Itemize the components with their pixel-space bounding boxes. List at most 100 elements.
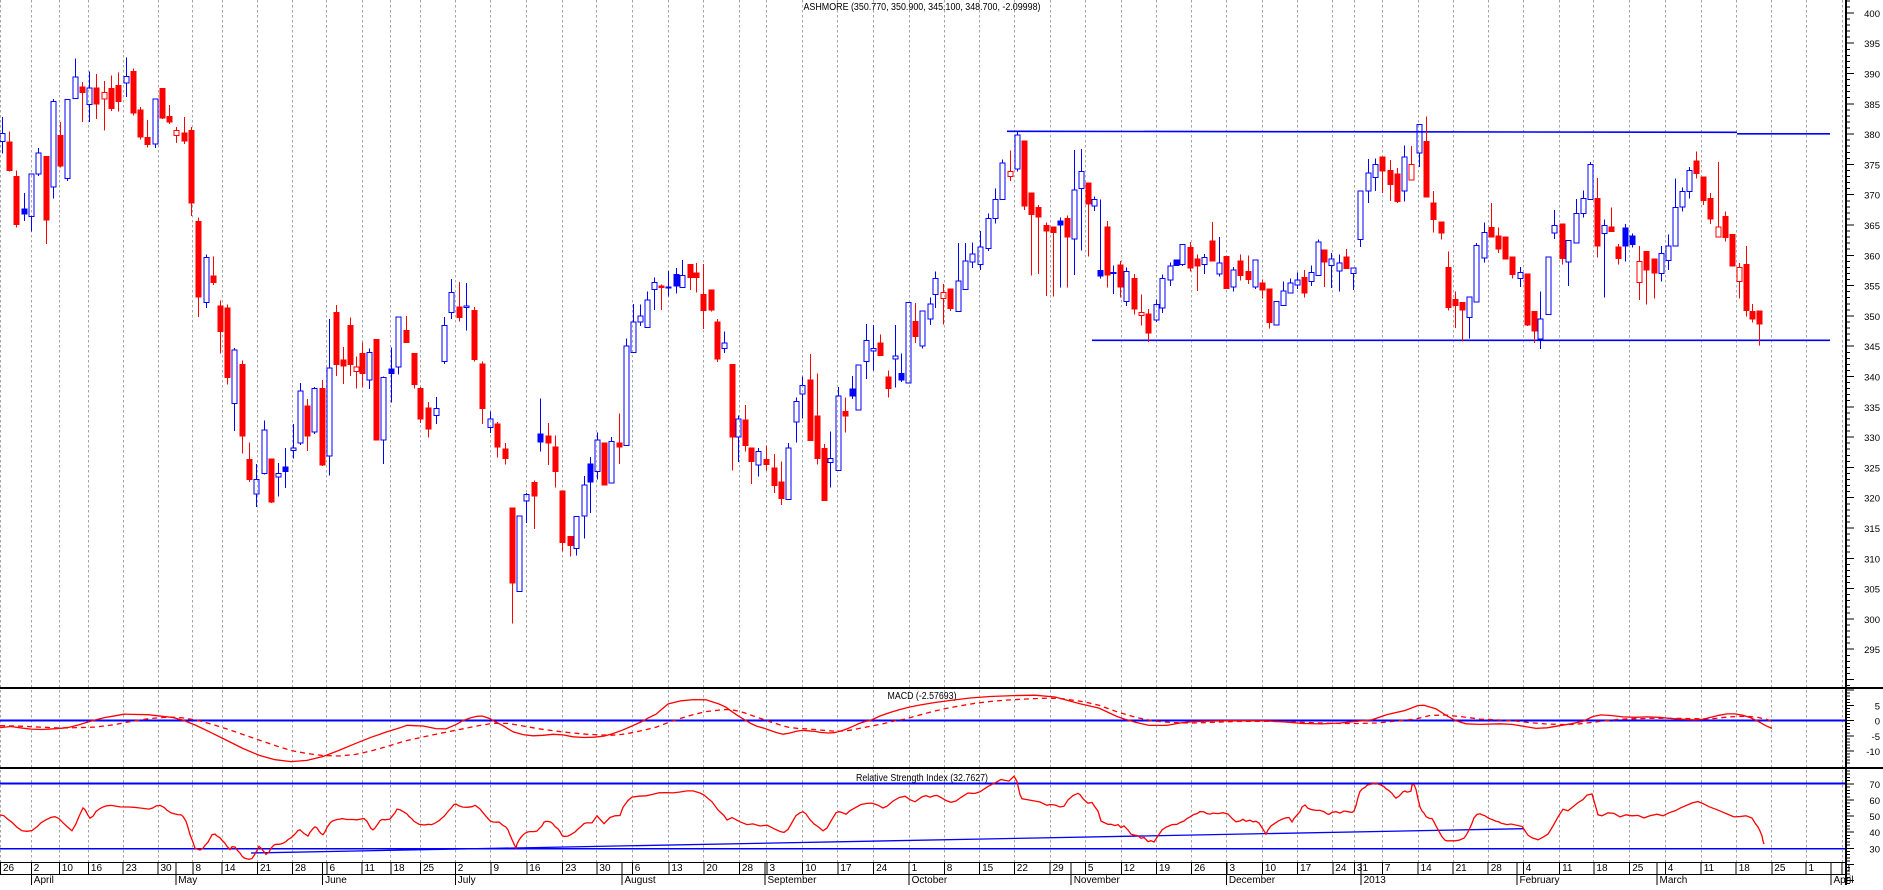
svg-text:30: 30: [599, 863, 611, 874]
svg-text:24: 24: [1335, 863, 1347, 874]
svg-text:345: 345: [1864, 342, 1880, 353]
svg-text:4: 4: [1526, 863, 1532, 874]
svg-text:10: 10: [1265, 863, 1277, 874]
svg-text:305: 305: [1864, 585, 1880, 596]
svg-text:320: 320: [1864, 494, 1880, 505]
svg-text:December: December: [1229, 875, 1276, 885]
svg-text:28: 28: [295, 863, 307, 874]
svg-text:390: 390: [1864, 70, 1880, 81]
svg-text:10: 10: [62, 863, 74, 874]
svg-text:April: April: [1834, 875, 1854, 885]
svg-text:20: 20: [706, 863, 718, 874]
svg-text:375: 375: [1864, 160, 1880, 171]
svg-text:March: March: [1660, 875, 1688, 885]
svg-text:21: 21: [1456, 863, 1468, 874]
svg-text:25: 25: [1632, 863, 1644, 874]
svg-text:February: February: [1520, 875, 1560, 885]
svg-text:25: 25: [423, 863, 435, 874]
svg-text:0: 0: [1875, 717, 1880, 728]
svg-text:ASHMORE (350.770, 350.900, 345: ASHMORE (350.770, 350.900, 345.100, 348.…: [804, 2, 1041, 13]
svg-text:August: August: [625, 875, 656, 885]
svg-text:355: 355: [1864, 282, 1880, 293]
svg-text:17: 17: [840, 863, 852, 874]
svg-text:13: 13: [671, 863, 683, 874]
svg-text:11: 11: [1562, 863, 1573, 874]
svg-text:14: 14: [225, 863, 237, 874]
svg-text:50: 50: [1869, 812, 1880, 823]
svg-text:3: 3: [1230, 863, 1236, 874]
svg-text:12: 12: [1124, 863, 1136, 874]
svg-text:14: 14: [1421, 863, 1433, 874]
svg-text:330: 330: [1864, 433, 1880, 444]
svg-text:365: 365: [1864, 221, 1880, 232]
svg-text:2: 2: [34, 863, 40, 874]
svg-text:July: July: [458, 875, 476, 885]
svg-text:16: 16: [529, 863, 541, 874]
svg-text:40: 40: [1869, 828, 1880, 839]
svg-text:400: 400: [1864, 9, 1880, 20]
svg-text:7: 7: [1385, 863, 1391, 874]
svg-text:April: April: [34, 875, 54, 885]
svg-text:26: 26: [3, 863, 15, 874]
svg-text:28: 28: [742, 863, 754, 874]
svg-text:380: 380: [1864, 130, 1880, 141]
svg-text:October: October: [912, 875, 948, 885]
svg-text:Relative Strength Index (32.76: Relative Strength Index (32.7627): [856, 773, 988, 784]
svg-text:-10: -10: [1866, 747, 1880, 758]
svg-text:22: 22: [1017, 863, 1029, 874]
svg-text:1: 1: [912, 863, 918, 874]
svg-text:18: 18: [1596, 863, 1608, 874]
svg-text:September: September: [768, 875, 818, 885]
svg-text:60: 60: [1869, 796, 1880, 807]
svg-text:19: 19: [1159, 863, 1171, 874]
svg-text:295: 295: [1864, 645, 1880, 656]
svg-text:30: 30: [161, 863, 173, 874]
svg-text:29: 29: [1053, 863, 1065, 874]
svg-text:2: 2: [458, 863, 464, 874]
svg-text:MACD (-2.57693): MACD (-2.57693): [888, 691, 957, 702]
svg-text:2013: 2013: [1364, 875, 1387, 885]
svg-text:16: 16: [91, 863, 103, 874]
svg-text:31: 31: [1357, 863, 1369, 874]
svg-text:26: 26: [1194, 863, 1206, 874]
svg-text:10: 10: [805, 863, 817, 874]
svg-text:340: 340: [1864, 373, 1880, 384]
svg-text:11: 11: [365, 863, 376, 874]
svg-text:300: 300: [1864, 615, 1880, 626]
svg-text:23: 23: [565, 863, 577, 874]
svg-text:30: 30: [1869, 844, 1880, 855]
svg-text:310: 310: [1864, 554, 1880, 565]
svg-text:17: 17: [1300, 863, 1312, 874]
svg-text:June: June: [325, 875, 347, 885]
svg-text:8: 8: [1845, 863, 1851, 874]
svg-text:18: 18: [1739, 863, 1751, 874]
svg-text:11: 11: [1704, 863, 1715, 874]
svg-text:335: 335: [1864, 403, 1880, 414]
svg-text:3: 3: [770, 863, 776, 874]
svg-text:70: 70: [1869, 780, 1880, 791]
svg-text:May: May: [178, 875, 197, 885]
svg-text:4: 4: [1668, 863, 1674, 874]
svg-text:28: 28: [1491, 863, 1503, 874]
svg-text:5: 5: [1875, 701, 1880, 712]
svg-text:25: 25: [1774, 863, 1786, 874]
svg-text:8: 8: [947, 863, 953, 874]
svg-text:1: 1: [1809, 863, 1815, 874]
svg-text:325: 325: [1864, 463, 1880, 474]
svg-text:24: 24: [876, 863, 888, 874]
svg-text:315: 315: [1864, 524, 1880, 535]
svg-text:-5: -5: [1872, 732, 1880, 743]
svg-text:21: 21: [260, 863, 272, 874]
svg-text:6: 6: [330, 863, 336, 874]
svg-text:6: 6: [635, 863, 641, 874]
svg-text:370: 370: [1864, 191, 1880, 202]
svg-text:5: 5: [1088, 863, 1094, 874]
svg-text:18: 18: [394, 863, 406, 874]
svg-text:350: 350: [1864, 312, 1880, 323]
svg-text:9: 9: [494, 863, 500, 874]
svg-text:395: 395: [1864, 39, 1880, 50]
svg-text:385: 385: [1864, 100, 1880, 111]
svg-text:8: 8: [196, 863, 202, 874]
svg-text:15: 15: [982, 863, 994, 874]
svg-text:November: November: [1074, 875, 1121, 885]
